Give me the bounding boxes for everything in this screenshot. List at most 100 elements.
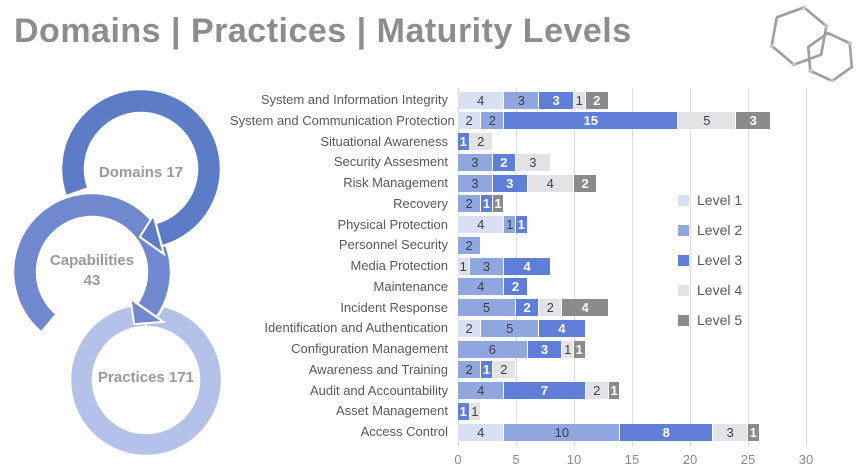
bar-segment-level-3: 4: [504, 257, 551, 275]
bar-segment-level-2: 4: [458, 278, 505, 296]
gridline: [574, 88, 575, 446]
category-label: Awareness and Training: [308, 361, 448, 377]
x-axis-tick-label: 0: [454, 452, 462, 467]
bar-segment-level-4: 2: [585, 382, 609, 399]
category-label: Situational Awareness: [320, 133, 448, 149]
bar-segment-level-3: 1: [481, 195, 493, 213]
bar-segment-level-3: 3: [539, 91, 574, 109]
bar-segment-level-1: 4: [458, 91, 505, 109]
cycle-ring-label: Practices 171: [98, 369, 194, 386]
bar-segment-level-4: 4: [527, 174, 574, 192]
bar-segment-level-2: 3: [458, 153, 493, 171]
bar-segment-level-3: 15: [504, 112, 679, 130]
bar-segment-level-2: 3: [469, 257, 505, 275]
bar-segment-level-5: 2: [574, 174, 598, 192]
legend-label: Level 5: [697, 312, 743, 328]
gridline: [748, 88, 749, 446]
legend-item: Level 4: [678, 275, 742, 305]
bar-segment-level-3: 7: [504, 382, 586, 399]
legend-swatch-icon: [678, 254, 689, 266]
category-label: Asset Management: [335, 403, 448, 419]
stacked-bar-chart: System and Information Integrity 4 3 3 1 2 Sys…: [230, 85, 861, 467]
category-label: Media Protection: [350, 258, 448, 273]
legend-label: Level 3: [697, 252, 743, 268]
category-label: Incident Response: [340, 299, 448, 315]
bar-segment-level-4: 3: [713, 423, 748, 441]
bar-segment-level-1: 4: [458, 423, 505, 441]
category-label: Physical Protection: [337, 216, 448, 232]
legend-swatch-icon: [678, 224, 689, 236]
logo-hexagons-icon: [769, 5, 854, 82]
gridline: [690, 88, 691, 446]
bar-segment-level-4: 2: [492, 361, 516, 379]
legend-item: Level 1: [678, 185, 742, 215]
x-axis-tick-label: 25: [740, 452, 756, 467]
bar-segment-level-2: 10: [504, 423, 621, 441]
bar-segment-level-3: 2: [516, 299, 540, 316]
bar-segment-level-3: 1: [516, 216, 528, 233]
bar-segment-level-5: 1: [748, 423, 760, 441]
bar-segment-level-3: 1: [458, 402, 470, 420]
bar-segment-level-2: 5: [481, 319, 540, 337]
category-label: Security Assesment: [333, 154, 448, 170]
legend: Level 1 Level 2 Level 3 Level 4 Level 5: [678, 185, 742, 335]
bar-segment-level-4: 3: [516, 153, 551, 171]
bar-segment-level-2: 2: [458, 361, 482, 379]
bar-segment-level-1: 4: [458, 216, 505, 233]
x-axis-tick-label: 5: [512, 452, 520, 467]
category-label: Maintenance: [373, 278, 448, 294]
cycle-arrowhead-icon: [129, 296, 167, 326]
cycle-ring: [68, 302, 224, 458]
bar-segment-level-4: 1: [574, 91, 586, 109]
bar-segment-level-2: 6: [458, 340, 528, 358]
bar-segment-level-3: 3: [492, 174, 528, 192]
legend-label: Level 2: [697, 222, 743, 238]
category-label: Access Control: [360, 424, 448, 439]
category-label: Risk Management: [343, 175, 448, 190]
legend-item: Level 3: [678, 245, 742, 275]
category-label: Recovery: [393, 195, 448, 211]
cycle-ring: [59, 87, 223, 248]
page-title: Domains | Practices | Maturity Levels: [14, 12, 632, 50]
bar-segment-level-3: 2: [492, 153, 516, 171]
x-axis-tick-label: 20: [682, 452, 698, 467]
cycle-ring-label: 43: [84, 272, 101, 289]
gridline: [632, 88, 633, 446]
cycle-ring-label: Capabilities: [50, 252, 134, 269]
bar-segment-level-5: 4: [562, 299, 609, 316]
bar-segment-level-2: 2: [481, 112, 505, 130]
bar-segment-level-1: 1: [458, 257, 470, 275]
bar-segment-level-5: 1: [492, 195, 505, 213]
bar-segment-level-2: 2: [458, 195, 482, 213]
category-label: System and Information Integrity: [260, 92, 448, 107]
bar-segment-level-4: 1: [562, 340, 574, 358]
cycle-arrowhead-icon: [138, 212, 166, 257]
cycle-diagram: Domains 17 Capabilities 43 Practices 171: [11, 87, 224, 458]
category-label: System and Communication Protection: [230, 112, 455, 128]
x-axis-tick-label: 30: [798, 452, 814, 467]
legend-label: Level 1: [697, 192, 743, 208]
bar-segment-level-2: 3: [458, 174, 493, 192]
gridline: [806, 88, 807, 446]
legend-swatch-icon: [678, 314, 689, 326]
bar-segment-level-2: 3: [504, 91, 540, 109]
x-axis-tick-label: 10: [566, 452, 582, 467]
legend-swatch-icon: [678, 284, 689, 296]
cycle-ring-label: Domains 17: [99, 164, 183, 181]
category-label: Identification and Authentication: [264, 320, 448, 336]
bar-segment-level-3: 2: [504, 278, 528, 296]
bar-segment-level-4: 2: [469, 133, 493, 150]
bar-segment-level-3: 1: [458, 133, 470, 150]
legend-label: Level 4: [697, 282, 743, 298]
bar-segment-level-3: 1: [481, 361, 493, 379]
bar-segment-level-3: 4: [539, 319, 586, 337]
category-label: Audit and Accountability: [309, 382, 448, 398]
bar-segment-level-4: 1: [469, 402, 482, 420]
category-label: Personnel Security: [338, 237, 448, 253]
bar-segment-level-5: 1: [574, 340, 586, 358]
bar-segment-level-3: 8: [620, 423, 714, 441]
bar-segment-level-4: 5: [678, 112, 737, 130]
bar-segment-level-3: 3: [527, 340, 563, 358]
bar-segment-level-1: 2: [458, 319, 482, 337]
legend-item: Level 2: [678, 215, 742, 245]
